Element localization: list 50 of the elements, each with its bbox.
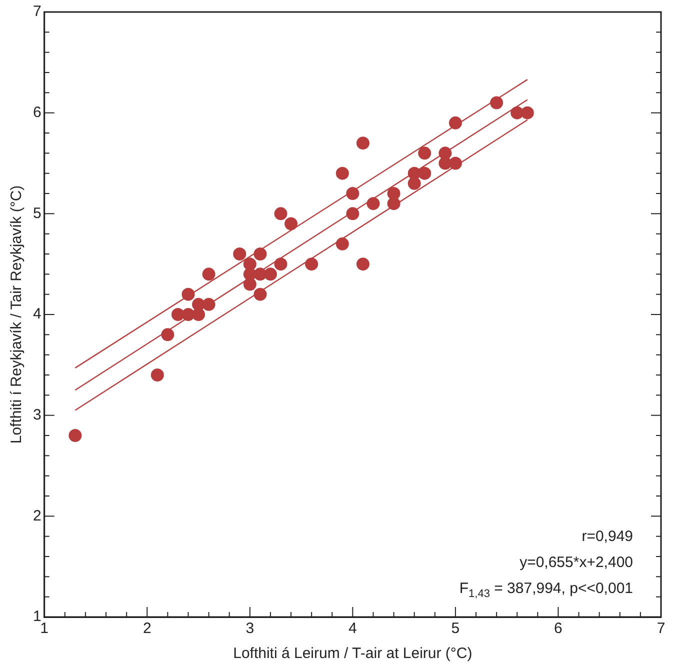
point: [254, 248, 267, 260]
point: [233, 248, 246, 260]
point: [202, 298, 216, 311]
x-tick-label: 6: [554, 620, 562, 638]
point: [243, 278, 256, 291]
point: [254, 288, 267, 301]
y-tick-label: 3: [33, 406, 42, 424]
point: [274, 258, 288, 271]
point: [448, 156, 462, 170]
point: [520, 106, 534, 120]
y-tick-label: 6: [33, 104, 42, 121]
point: [264, 268, 277, 281]
point: [182, 288, 195, 301]
point: [274, 207, 288, 220]
point: [438, 156, 452, 170]
point: [192, 308, 206, 321]
x-tick-label: 3: [246, 620, 254, 638]
point: [161, 328, 174, 342]
point: [284, 217, 298, 230]
y-axis-title: Lofthiti í Reykjavík / Tair Reykjavík (°C): [8, 185, 26, 444]
y-tick-label: 7: [33, 3, 42, 20]
x-tick-label: 4: [348, 620, 357, 638]
x-tick-label: 7: [656, 620, 666, 638]
point: [346, 187, 360, 200]
point: [305, 258, 318, 271]
annotation: y=0,655*x+2,400: [520, 554, 634, 571]
x-axis-title: Lofthiti á Leirum / T-air at Leirur (°C): [233, 645, 472, 662]
point: [68, 429, 82, 442]
point: [408, 176, 421, 190]
x-tick-label: 5: [451, 620, 460, 638]
point: [418, 146, 432, 160]
x-tick-label: 2: [142, 620, 152, 638]
point: [171, 308, 184, 321]
point: [202, 268, 216, 281]
point: [448, 116, 462, 130]
point: [356, 258, 370, 271]
y-tick-label: 4: [33, 306, 42, 323]
point: [490, 96, 504, 110]
point: [336, 166, 349, 180]
point: [418, 166, 432, 180]
point: [346, 207, 360, 220]
point: [387, 197, 400, 210]
point: [336, 237, 349, 250]
point: [356, 136, 370, 150]
point: [150, 368, 164, 382]
point: [366, 197, 380, 210]
y-tick-label: 1: [33, 608, 42, 626]
annotation: r=0,949: [582, 528, 634, 545]
y-tick-label: 5: [33, 204, 42, 222]
y-tick-label: 2: [33, 507, 42, 524]
